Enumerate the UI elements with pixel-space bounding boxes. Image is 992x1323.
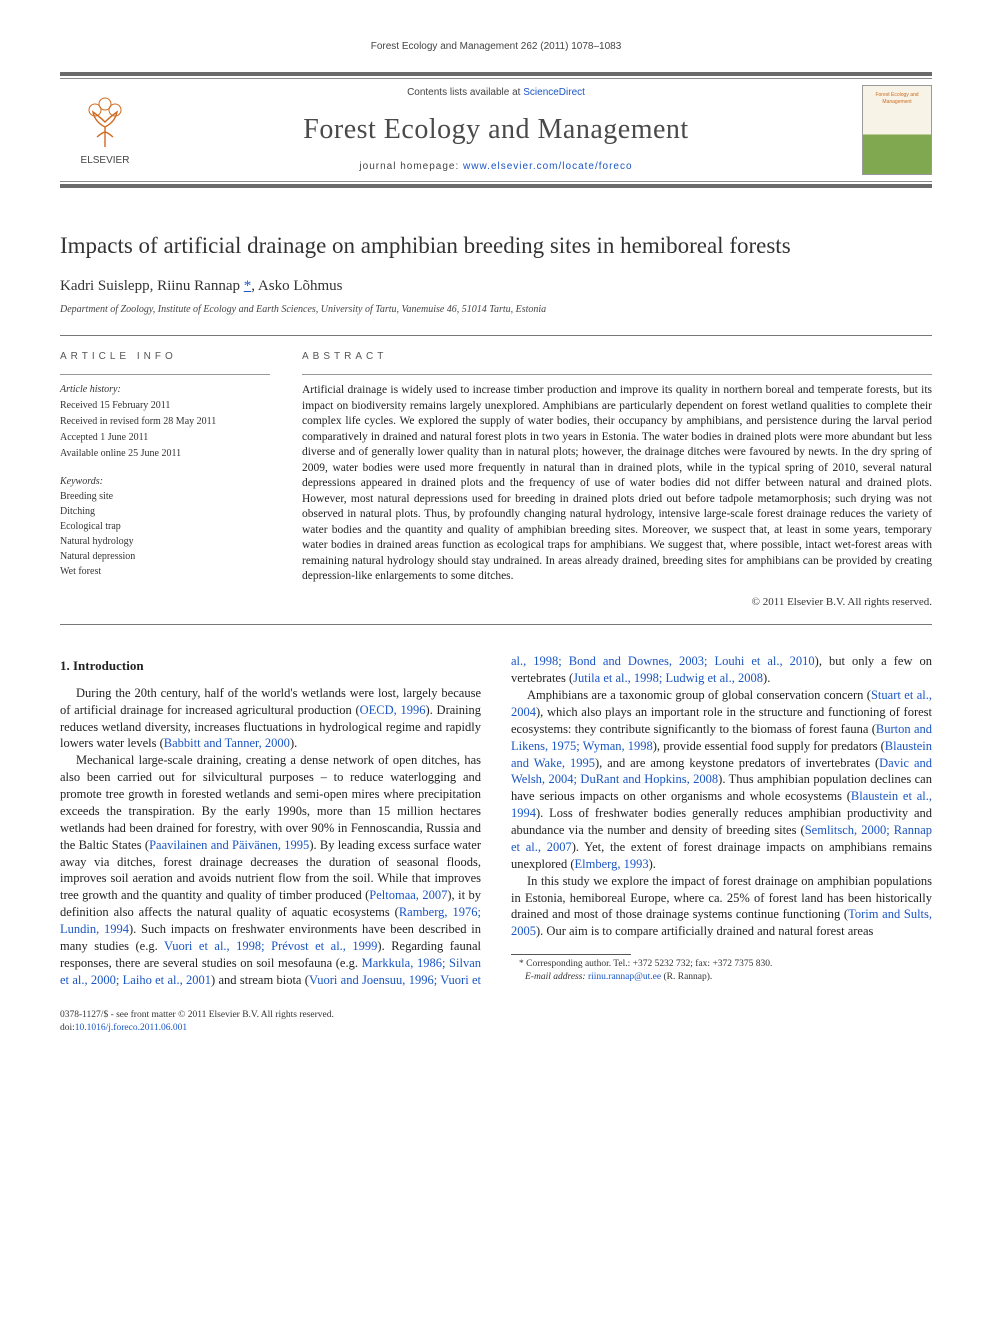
t: ).: [763, 671, 770, 685]
accepted-date: Accepted 1 June 2011: [60, 431, 270, 445]
online-date: Available online 25 June 2011: [60, 447, 270, 461]
ref-link[interactable]: Elmberg, 1993: [575, 857, 649, 871]
homepage-link[interactable]: www.elsevier.com/locate/foreco: [463, 161, 633, 172]
email-link[interactable]: riinu.rannap@ut.ee: [588, 972, 661, 982]
cover-thumb-title: Forest Ecology and Management: [863, 86, 931, 106]
publisher-logo-block: ELSEVIER: [60, 92, 150, 168]
revised-date: Received in revised form 28 May 2011: [60, 415, 270, 429]
keyword: Natural depression: [60, 550, 270, 564]
ref-link[interactable]: Peltomaa, 2007: [369, 888, 447, 902]
footnote-rule: [511, 954, 631, 955]
email-tail: (R. Rannap).: [661, 972, 712, 982]
history-label: Article history:: [60, 383, 270, 397]
ref-link[interactable]: Vuori et al., 1998; Prévost et al., 1999: [164, 939, 377, 953]
t: Amphibians are a taxonomic group of glob…: [527, 688, 871, 702]
para: In this study we explore the impact of f…: [511, 873, 932, 941]
ref-link[interactable]: Jutila et al., 1998; Ludwig et al., 2008: [573, 671, 763, 685]
doi-line: doi:10.1016/j.foreco.2011.06.001: [60, 1022, 334, 1035]
ref-link[interactable]: Babbitt and Tanner, 2000: [164, 736, 290, 750]
t: ), and are among keystone predators of i…: [595, 756, 879, 770]
running-head: Forest Ecology and Management 262 (2011)…: [60, 40, 932, 54]
t: ), which also plays an important role in…: [511, 705, 932, 736]
publisher-name: ELSEVIER: [81, 154, 130, 168]
article-title: Impacts of artificial drainage on amphib…: [60, 230, 932, 262]
t: studies (e.g.: [94, 939, 164, 953]
contents-prefix: Contents lists available at: [407, 87, 523, 98]
received-date: Received 15 February 2011: [60, 399, 270, 413]
ref-link[interactable]: Paavilainen and Päivänen, 1995: [149, 838, 309, 852]
top-rule: [60, 72, 932, 76]
elsevier-tree-icon: [75, 92, 135, 152]
section-heading-1: 1. Introduction: [60, 657, 481, 675]
article-info-head: ARTICLE INFO: [60, 350, 270, 364]
keyword: Breeding site: [60, 490, 270, 504]
t: ). Our aim is to compare artificially dr…: [536, 924, 873, 938]
doi-prefix: doi:: [60, 1023, 75, 1033]
abstract-text: Artificial drainage is widely used to in…: [302, 374, 932, 585]
keyword: Ecological trap: [60, 520, 270, 534]
front-matter-line: 0378-1127/$ - see front matter © 2011 El…: [60, 1009, 334, 1022]
keywords-label: Keywords:: [60, 475, 270, 489]
ref-link[interactable]: OECD, 1996: [360, 703, 426, 717]
contents-line: Contents lists available at ScienceDirec…: [150, 86, 842, 100]
authors-post: , Asko Lõhmus: [251, 278, 342, 294]
affiliation: Department of Zoology, Institute of Ecol…: [60, 303, 932, 317]
abstract-head: ABSTRACT: [302, 350, 932, 364]
homepage-line: journal homepage: www.elsevier.com/locat…: [150, 160, 842, 174]
homepage-prefix: journal homepage:: [359, 161, 463, 172]
authors-pre: Kadri Suislepp, Riinu Rannap: [60, 278, 244, 294]
keyword: Wet forest: [60, 565, 270, 579]
keyword: Ditching: [60, 505, 270, 519]
keyword: Natural hydrology: [60, 535, 270, 549]
journal-cover-thumb: Forest Ecology and Management: [862, 85, 932, 175]
abstract-col: ABSTRACT Artificial drainage is widely u…: [302, 350, 932, 610]
t: ).: [290, 736, 297, 750]
t: ) and stream biota (: [211, 973, 309, 987]
doi-link[interactable]: 10.1016/j.foreco.2011.06.001: [75, 1023, 187, 1033]
article-info-col: ARTICLE INFO Article history: Received 1…: [60, 350, 270, 610]
body-text: 1. Introduction During the 20th century,…: [60, 653, 932, 988]
email-label: E-mail address:: [525, 972, 588, 982]
authors: Kadri Suislepp, Riinu Rannap *, Asko Lõh…: [60, 276, 932, 297]
copyright-line: © 2011 Elsevier B.V. All rights reserved…: [302, 595, 932, 610]
t: ).: [649, 857, 656, 871]
para: Amphibians are a taxonomic group of glob…: [511, 687, 932, 873]
bottom-rule: [60, 184, 932, 188]
journal-title: Forest Ecology and Management: [150, 110, 842, 149]
section-rule-2: [60, 624, 932, 625]
sciencedirect-link[interactable]: ScienceDirect: [523, 87, 585, 98]
corresponding-footnote: * Corresponding author. Tel.: +372 5232 …: [511, 958, 932, 971]
para: During the 20th century, half of the wor…: [60, 685, 481, 753]
page-footer: 0378-1127/$ - see front matter © 2011 El…: [60, 1009, 932, 1036]
masthead: ELSEVIER Contents lists available at Sci…: [60, 78, 932, 182]
t: ), provide essential food supply for pre…: [653, 739, 885, 753]
email-footnote: E-mail address: riinu.rannap@ut.ee (R. R…: [511, 971, 932, 984]
